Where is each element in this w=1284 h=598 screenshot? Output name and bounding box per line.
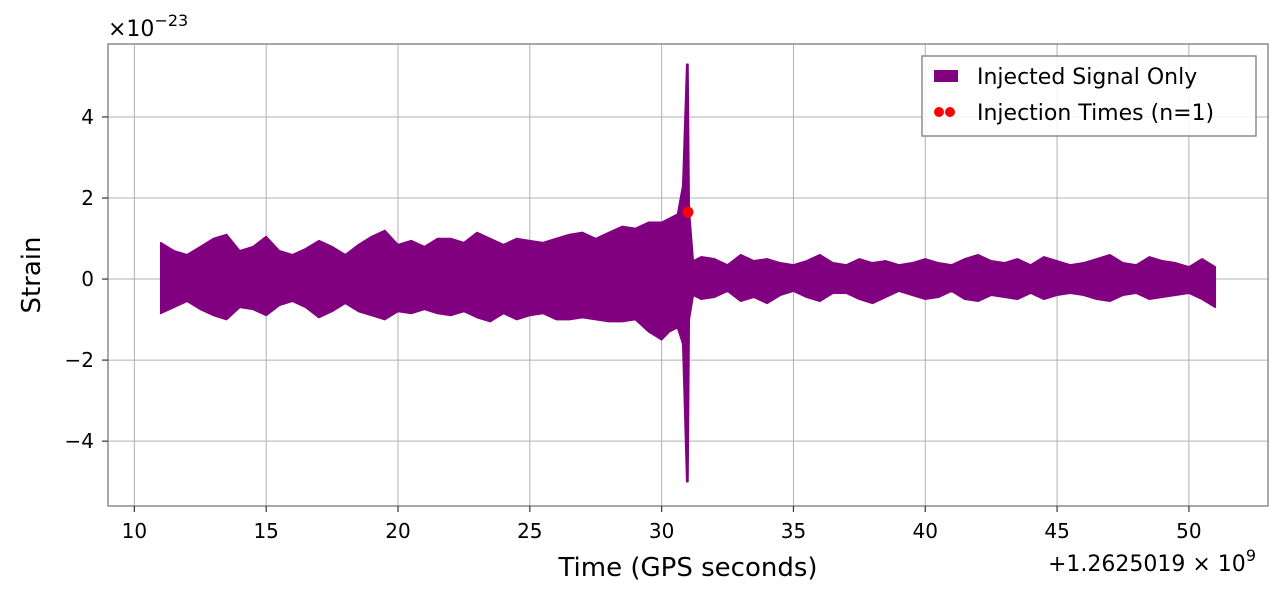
y-scale-factor: ×10−23	[108, 11, 188, 42]
signal-series	[159, 63, 1217, 483]
legend-box	[921, 55, 1257, 137]
legend-swatch-signal	[934, 70, 958, 82]
x-tick-label: 30	[649, 519, 674, 543]
x-tick-label: 35	[781, 519, 806, 543]
y-axis-ticks: −4 −2 0 2 4	[65, 105, 108, 453]
legend-label-injection: Injection Times (n=1)	[977, 101, 1214, 126]
legend-label-signal: Injected Signal Only	[977, 65, 1197, 90]
x-tick-label: 50	[1176, 519, 1201, 543]
x-tick-label: 45	[1044, 519, 1069, 543]
x-axis-label: Time (GPS seconds)	[557, 553, 817, 583]
x-tick-label: 25	[517, 519, 542, 543]
legend-marker-injection-b	[945, 107, 955, 117]
injection-marker	[682, 206, 694, 218]
y-tick-label: 4	[81, 105, 94, 129]
y-axis-label: Strain	[17, 236, 47, 313]
legend: Injected Signal Only Injection Times (n=…	[921, 55, 1257, 137]
y-tick-label: −2	[65, 348, 94, 372]
x-tick-label: 15	[253, 519, 278, 543]
injection-markers	[682, 206, 694, 218]
y-tick-label: 2	[81, 186, 94, 210]
signal-envelope	[159, 63, 1217, 483]
plot-frame	[107, 43, 1269, 507]
x-offset-label: +1.2625019 × 109	[1048, 546, 1256, 577]
legend-marker-injection-a	[934, 107, 944, 117]
y-tick-label: −4	[65, 429, 94, 453]
x-tick-label: 10	[122, 519, 147, 543]
x-tick-label: 40	[913, 519, 938, 543]
y-tick-label: 0	[81, 267, 94, 291]
x-tick-label: 20	[385, 519, 410, 543]
x-axis-ticks: 10 15 20 25 30 35 40 45 50	[122, 506, 1202, 543]
